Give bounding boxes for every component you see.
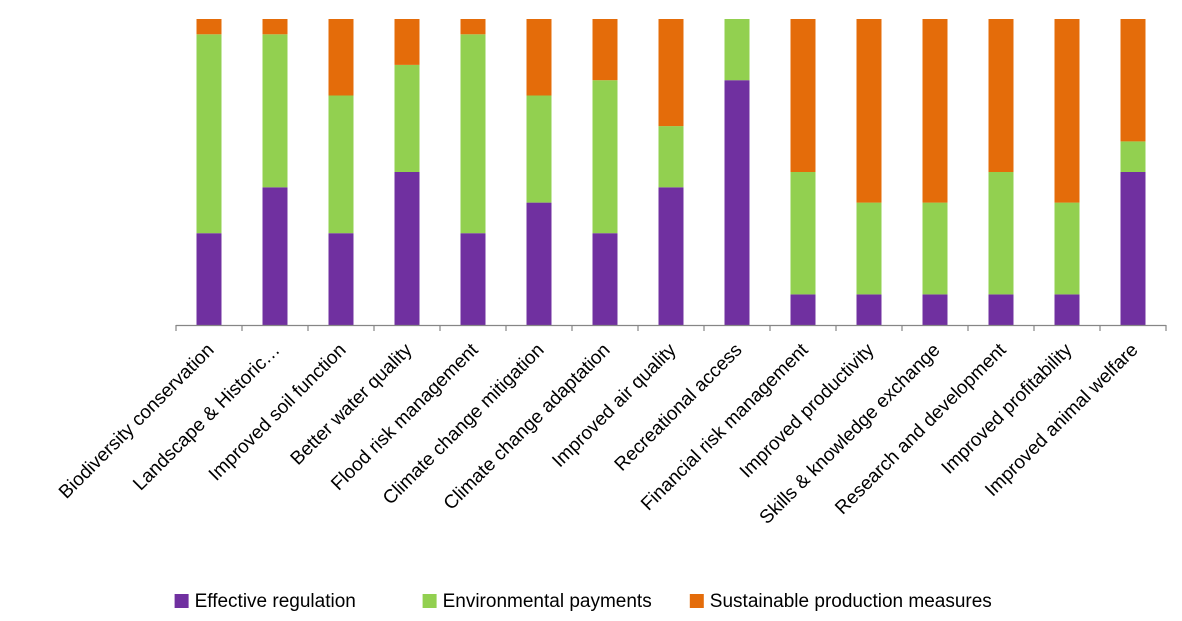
bar-segment-3-5 — [460, 19, 486, 35]
bar-segment-2-4 — [394, 64, 420, 172]
bar-segment-1-13 — [988, 294, 1014, 325]
legend-item-2: Environmental payments — [422, 591, 652, 612]
bar-segment-1-2 — [262, 187, 288, 325]
bar-segment-2-10 — [790, 172, 816, 295]
bar-segment-2-8 — [658, 126, 684, 188]
bar-segment-3-7 — [592, 19, 618, 81]
bar-segment-3-4 — [394, 19, 420, 65]
legend-item-1: Effective regulation — [174, 591, 356, 612]
bar-segment-3-13 — [988, 19, 1014, 172]
bar-segment-3-11 — [856, 19, 882, 203]
bar-segment-1-1 — [196, 233, 222, 325]
bar-segment-2-7 — [592, 80, 618, 234]
bar-segment-1-3 — [328, 233, 354, 325]
bar-segment-3-1 — [196, 19, 222, 35]
bar-segment-1-6 — [526, 202, 552, 325]
bar-segment-3-14 — [1054, 19, 1080, 203]
x-tick-label: Improved air quality — [548, 339, 680, 471]
bars-layer — [196, 19, 1146, 325]
legend-label: Environmental payments — [443, 591, 652, 612]
bar-segment-3-6 — [526, 19, 552, 96]
bar-segment-2-15 — [1120, 141, 1146, 172]
bar-segment-1-11 — [856, 294, 882, 325]
x-tick-label: Better water quality — [287, 339, 417, 469]
bar-segment-3-15 — [1120, 19, 1146, 142]
bar-segment-2-2 — [262, 34, 288, 188]
x-tick-label: Improved profitability — [938, 339, 1077, 478]
legend: Effective regulation Environmental paymen… — [174, 591, 992, 612]
bar-segment-2-11 — [856, 202, 882, 295]
bar-segment-3-8 — [658, 19, 684, 127]
bar-segment-2-1 — [196, 34, 222, 234]
legend-label: Sustainable production measures — [710, 591, 992, 612]
bar-segment-1-5 — [460, 233, 486, 325]
x-tick-label: Recreational access — [611, 340, 747, 476]
bar-segment-1-8 — [658, 187, 684, 325]
bar-segment-3-10 — [790, 19, 816, 172]
bar-segment-2-13 — [988, 172, 1014, 295]
legend-swatch — [174, 594, 189, 608]
bar-segment-3-2 — [262, 19, 288, 35]
bar-segment-2-12 — [922, 202, 948, 295]
bar-segment-1-12 — [922, 294, 948, 325]
legend-swatch — [422, 594, 437, 608]
bar-segment-2-9 — [724, 19, 750, 81]
legend-item-3: Sustainable production measures — [689, 591, 992, 612]
bar-segment-2-6 — [526, 95, 552, 203]
legend-label: Effective regulation — [195, 591, 356, 612]
bar-segment-1-10 — [790, 294, 816, 325]
bar-segment-2-14 — [1054, 202, 1080, 295]
bar-segment-1-4 — [394, 172, 420, 325]
bar-segment-1-14 — [1054, 294, 1080, 325]
bar-segment-2-5 — [460, 34, 486, 234]
legend-swatch — [689, 594, 704, 608]
x-axis — [175, 324, 1167, 331]
bar-segment-1-7 — [592, 233, 618, 325]
bar-segment-1-9 — [724, 80, 750, 325]
bar-segment-3-12 — [922, 19, 948, 203]
bar-segment-2-3 — [328, 95, 354, 234]
bar-segment-3-3 — [328, 19, 354, 96]
bar-segment-1-15 — [1120, 172, 1146, 325]
